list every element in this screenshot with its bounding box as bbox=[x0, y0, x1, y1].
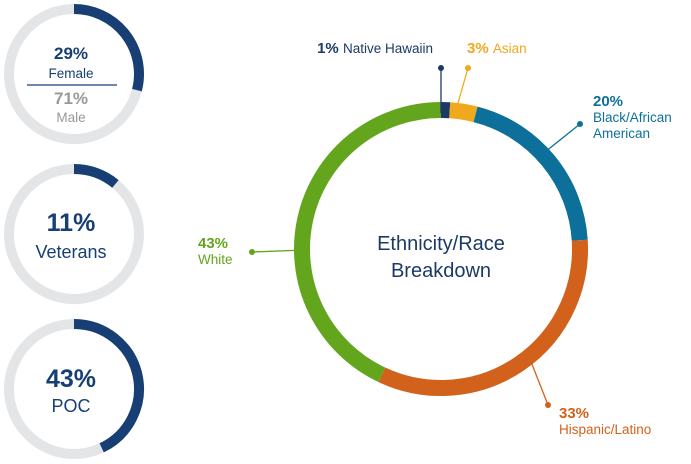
callout: 33%Hispanic/Latino bbox=[527, 353, 651, 437]
donut-callouts: 1% Native Hawaiin 3% Asian 20%Black/Africa… bbox=[198, 40, 672, 437]
donut-slice bbox=[294, 102, 442, 383]
poc-percent: 43% bbox=[46, 365, 96, 393]
ring-progress bbox=[73, 4, 144, 92]
leader-dot bbox=[545, 402, 551, 408]
leader-dot bbox=[438, 65, 444, 71]
slice-percent: 33% bbox=[559, 405, 589, 422]
female-label: Female bbox=[48, 66, 93, 81]
veterans-label: Veterans bbox=[35, 242, 106, 262]
slice-name: Hispanic/Latino bbox=[559, 422, 651, 437]
male-percent: 71% bbox=[54, 89, 88, 108]
callout: 43%White bbox=[198, 235, 306, 267]
donut-slice bbox=[378, 239, 588, 396]
slice-percent: 43% bbox=[198, 235, 228, 252]
female-percent: 29% bbox=[54, 44, 88, 63]
leader-dot bbox=[465, 65, 471, 71]
veterans-percent: 11% bbox=[47, 209, 96, 237]
slice-name: White bbox=[198, 252, 233, 267]
slice-name: American bbox=[593, 126, 650, 141]
callout: 1% Native Hawaiin bbox=[317, 40, 444, 113]
donut-slice bbox=[473, 106, 588, 241]
leader-line bbox=[544, 123, 581, 153]
leader-dot bbox=[577, 121, 583, 127]
slice-percent: 20% bbox=[593, 93, 623, 110]
leader-dot bbox=[249, 249, 255, 255]
leader-line bbox=[457, 67, 469, 104]
ring-progress bbox=[73, 164, 119, 188]
stat-gender: 29% Female 71% Male bbox=[4, 4, 144, 144]
leader-line bbox=[251, 249, 306, 253]
callout: 3% Asian bbox=[457, 40, 527, 104]
chart-title-line-2: Breakdown bbox=[391, 260, 491, 282]
ring-progress bbox=[73, 319, 144, 453]
male-label: Male bbox=[56, 110, 85, 125]
donut-slice bbox=[449, 102, 478, 123]
leader-line bbox=[527, 353, 549, 406]
chart-title-line-1: Ethnicity/Race bbox=[377, 233, 505, 255]
slice-name: Black/African bbox=[593, 110, 672, 125]
slice-label: 1% Native Hawaiin bbox=[317, 40, 433, 57]
stat-poc: 43% POC bbox=[4, 319, 144, 459]
slice-label: 3% Asian bbox=[467, 40, 527, 57]
poc-label: POC bbox=[51, 396, 90, 416]
stat-veterans: 11% Veterans bbox=[4, 164, 144, 304]
ethnicity-donut-chart bbox=[294, 101, 588, 396]
